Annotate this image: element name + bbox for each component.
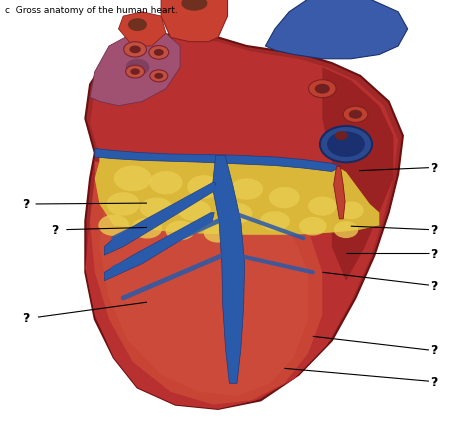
Text: ?: ?	[430, 247, 438, 260]
Ellipse shape	[320, 127, 372, 163]
Ellipse shape	[149, 171, 182, 195]
Ellipse shape	[299, 217, 327, 236]
Polygon shape	[90, 34, 180, 106]
Polygon shape	[212, 156, 245, 383]
Polygon shape	[85, 34, 403, 409]
Ellipse shape	[150, 71, 168, 83]
Polygon shape	[104, 183, 216, 256]
Ellipse shape	[126, 66, 145, 79]
Polygon shape	[100, 187, 308, 396]
Ellipse shape	[149, 46, 169, 60]
Polygon shape	[104, 213, 214, 281]
Polygon shape	[265, 0, 408, 60]
Polygon shape	[95, 153, 379, 235]
Ellipse shape	[230, 179, 263, 200]
Polygon shape	[334, 167, 345, 219]
Text: ?: ?	[430, 279, 438, 292]
Ellipse shape	[131, 219, 162, 239]
Text: ?: ?	[430, 344, 438, 357]
Polygon shape	[95, 153, 379, 235]
Text: ?: ?	[430, 375, 438, 388]
Ellipse shape	[124, 43, 146, 58]
Text: ?: ?	[22, 311, 30, 324]
Ellipse shape	[130, 69, 140, 76]
Ellipse shape	[181, 0, 207, 12]
Ellipse shape	[114, 166, 152, 192]
Ellipse shape	[129, 46, 141, 54]
Text: ?: ?	[51, 224, 58, 236]
Ellipse shape	[178, 200, 211, 222]
Ellipse shape	[335, 132, 348, 141]
Ellipse shape	[343, 107, 368, 123]
Ellipse shape	[140, 198, 173, 219]
Ellipse shape	[155, 74, 163, 80]
Ellipse shape	[98, 215, 129, 236]
Polygon shape	[118, 13, 166, 47]
Text: ?: ?	[22, 198, 30, 211]
Ellipse shape	[327, 132, 365, 158]
Ellipse shape	[309, 81, 336, 98]
Ellipse shape	[128, 19, 147, 32]
Text: ?: ?	[430, 224, 438, 236]
Text: c  Gross anatomy of the human heart.: c Gross anatomy of the human heart.	[5, 6, 177, 15]
Ellipse shape	[107, 193, 140, 216]
Ellipse shape	[221, 204, 252, 224]
Ellipse shape	[204, 224, 232, 243]
Ellipse shape	[334, 222, 358, 239]
Ellipse shape	[315, 84, 330, 95]
Ellipse shape	[260, 212, 290, 231]
Ellipse shape	[187, 176, 220, 199]
Ellipse shape	[165, 221, 195, 241]
Ellipse shape	[126, 60, 149, 77]
Ellipse shape	[337, 202, 364, 220]
Polygon shape	[161, 0, 228, 43]
Text: ?: ?	[430, 162, 438, 175]
Polygon shape	[85, 38, 398, 409]
Ellipse shape	[269, 187, 300, 209]
Polygon shape	[322, 68, 393, 281]
Ellipse shape	[329, 128, 353, 144]
Ellipse shape	[308, 197, 337, 216]
Polygon shape	[90, 162, 322, 405]
Ellipse shape	[154, 50, 164, 57]
Ellipse shape	[349, 111, 362, 119]
Polygon shape	[95, 149, 341, 172]
